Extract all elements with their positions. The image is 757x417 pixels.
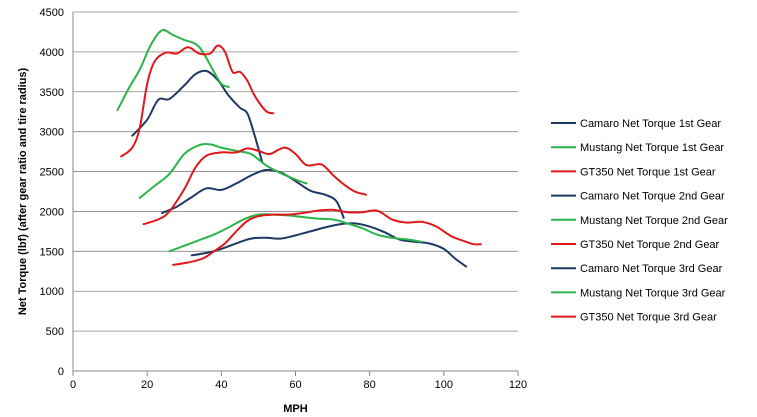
legend-label: GT350 Net Torque 3rd Gear <box>580 312 717 324</box>
series-line-mustang-net-torque-2nd-gear <box>138 143 308 199</box>
x-tick-label: 40 <box>215 379 227 391</box>
y-axis-title: Net Torque (lbf) (after gear ratio and t… <box>17 68 29 316</box>
x-tick-label: 80 <box>364 379 376 391</box>
series-line-mustang-net-torque-1st-gear <box>116 29 230 112</box>
y-tick-label: 2500 <box>40 167 64 179</box>
y-tick-label: 2000 <box>40 206 64 218</box>
legend-label: Camaro Net Torque 1st Gear <box>580 118 721 130</box>
axes: 0 500 1000 1500 2000 2500 3000 3500 4000 4500 0 20 4… <box>40 7 528 391</box>
series-line-mustang-net-torque-3rd-gear <box>168 213 423 253</box>
y-tick-label: 3500 <box>40 87 64 99</box>
y-tick-label: 1500 <box>40 246 64 258</box>
series-line-gt350-net-torque-2nd-gear <box>142 146 367 226</box>
legend-label: GT350 Net Torque 1st Gear <box>580 166 716 178</box>
x-tick-label: 120 <box>509 379 527 391</box>
series-line-camaro-net-torque-3rd-gear <box>190 222 468 268</box>
legend-label: GT350 Net Torque 2nd Gear <box>580 239 720 251</box>
legend-label: Mustang Net Torque 3rd Gear <box>580 287 726 299</box>
y-tick-label: 4500 <box>40 7 64 19</box>
legend-label: Camaro Net Torque 3rd Gear <box>580 263 723 275</box>
y-tick-label: 3000 <box>40 127 64 139</box>
legend-label: Mustang Net Torque 1st Gear <box>580 142 724 154</box>
series-line-gt350-net-torque-3rd-gear <box>172 208 482 266</box>
legend: Camaro Net Torque 1st Gear Mustang Net To… <box>551 118 728 324</box>
x-tick-label: 20 <box>141 379 153 391</box>
x-tick-label: 100 <box>435 379 453 391</box>
series-lines <box>116 29 482 268</box>
x-axis-title: MPH <box>283 403 308 415</box>
x-tick-label: 60 <box>289 379 301 391</box>
legend-label: Mustang Net Torque 2nd Gear <box>580 215 728 227</box>
series-line-camaro-net-torque-2nd-gear <box>161 168 345 219</box>
y-tick-label: 4000 <box>40 47 64 59</box>
y-tick-label: 1000 <box>40 286 64 298</box>
series-line-camaro-net-torque-1st-gear <box>131 69 264 163</box>
legend-label: Camaro Net Torque 2nd Gear <box>580 191 725 203</box>
y-tick-label: 500 <box>46 326 64 338</box>
gridlines <box>73 11 518 332</box>
series-line-gt350-net-torque-1st-gear <box>120 44 275 158</box>
y-tick-label: 0 <box>58 366 64 378</box>
x-tick-label: 0 <box>70 379 76 391</box>
